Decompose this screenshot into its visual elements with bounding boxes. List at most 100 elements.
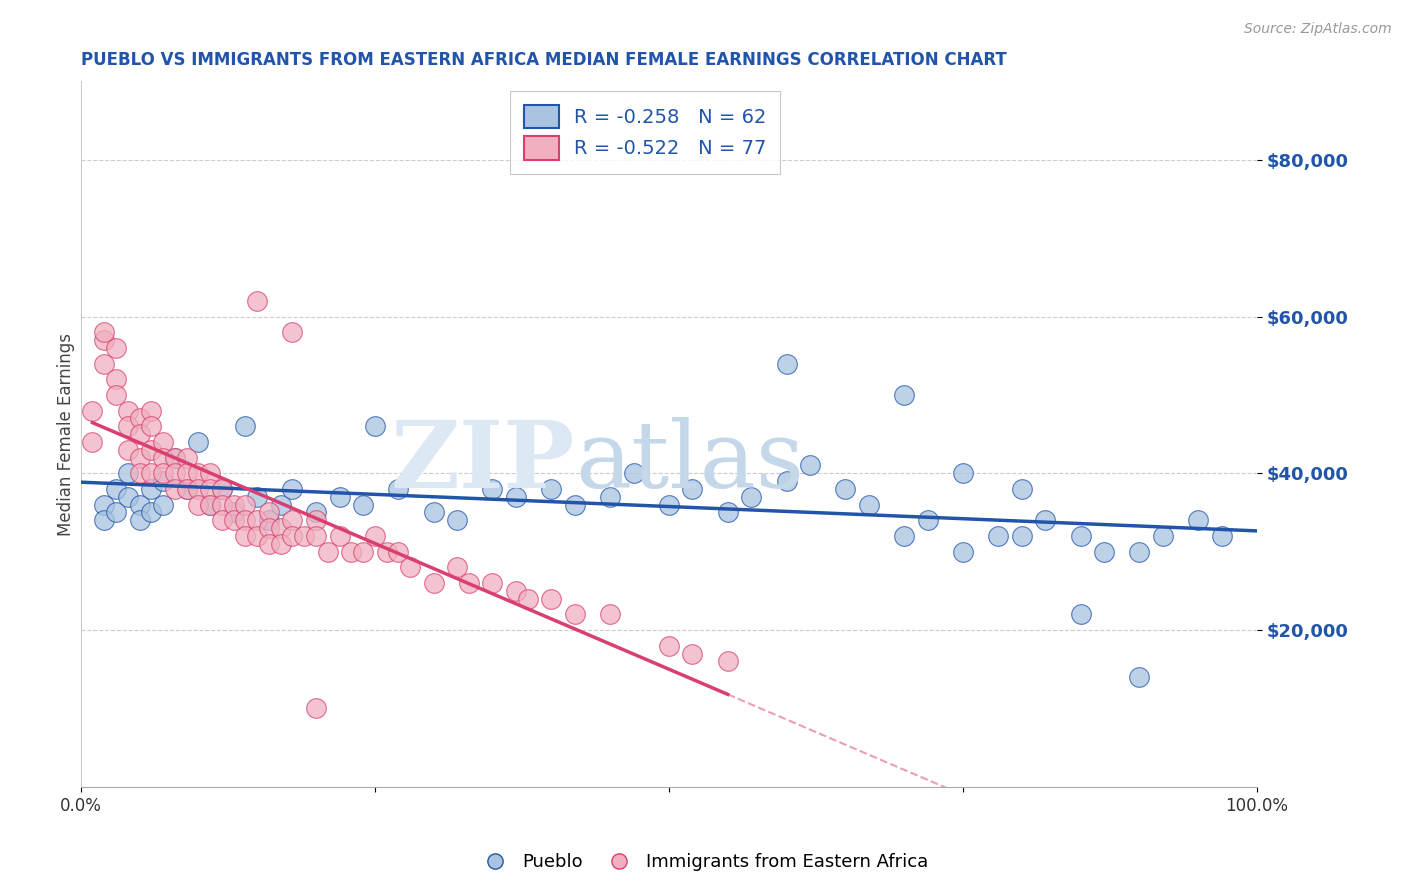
Point xyxy=(481,576,503,591)
Point xyxy=(481,482,503,496)
Point xyxy=(1211,529,1233,543)
Point xyxy=(246,490,269,504)
Point xyxy=(198,498,221,512)
Point xyxy=(422,506,444,520)
Point xyxy=(281,513,304,527)
Point xyxy=(257,506,280,520)
Point xyxy=(328,490,350,504)
Text: atlas: atlas xyxy=(575,417,804,508)
Point xyxy=(198,482,221,496)
Point xyxy=(352,498,374,512)
Point xyxy=(1033,513,1056,527)
Point xyxy=(82,403,104,417)
Point xyxy=(128,450,150,465)
Point xyxy=(198,498,221,512)
Point xyxy=(141,419,163,434)
Point xyxy=(292,529,315,543)
Point xyxy=(141,442,163,457)
Point xyxy=(446,560,468,574)
Point xyxy=(446,513,468,527)
Point xyxy=(93,498,115,512)
Point xyxy=(564,498,586,512)
Point xyxy=(93,325,115,339)
Point xyxy=(1128,670,1150,684)
Point xyxy=(128,427,150,442)
Point xyxy=(198,467,221,481)
Text: ZIP: ZIP xyxy=(391,417,575,508)
Point xyxy=(952,544,974,558)
Point xyxy=(163,450,186,465)
Point xyxy=(246,293,269,308)
Point xyxy=(375,544,398,558)
Point xyxy=(152,498,174,512)
Point xyxy=(211,482,233,496)
Point xyxy=(93,357,115,371)
Point xyxy=(305,506,328,520)
Point xyxy=(775,357,797,371)
Point xyxy=(540,591,562,606)
Point xyxy=(740,490,762,504)
Point xyxy=(599,607,621,622)
Point xyxy=(387,544,409,558)
Point xyxy=(93,333,115,347)
Point xyxy=(235,513,257,527)
Point xyxy=(141,506,163,520)
Point xyxy=(211,513,233,527)
Point xyxy=(516,591,538,606)
Point xyxy=(105,372,128,386)
Point xyxy=(305,513,328,527)
Point xyxy=(717,506,740,520)
Point xyxy=(364,529,387,543)
Point xyxy=(176,450,198,465)
Point xyxy=(717,654,740,668)
Point xyxy=(399,560,422,574)
Legend: R = -0.258   N = 62, R = -0.522   N = 77: R = -0.258 N = 62, R = -0.522 N = 77 xyxy=(510,91,780,174)
Point xyxy=(305,701,328,715)
Point xyxy=(681,647,703,661)
Point xyxy=(163,450,186,465)
Point xyxy=(1070,529,1092,543)
Point xyxy=(211,498,233,512)
Point xyxy=(1011,482,1033,496)
Point xyxy=(152,450,174,465)
Point xyxy=(1011,529,1033,543)
Point xyxy=(775,474,797,488)
Point xyxy=(1092,544,1115,558)
Text: PUEBLO VS IMMIGRANTS FROM EASTERN AFRICA MEDIAN FEMALE EARNINGS CORRELATION CHAR: PUEBLO VS IMMIGRANTS FROM EASTERN AFRICA… xyxy=(80,51,1007,69)
Point xyxy=(952,467,974,481)
Point xyxy=(176,482,198,496)
Point xyxy=(834,482,856,496)
Point xyxy=(235,498,257,512)
Legend: Pueblo, Immigrants from Eastern Africa: Pueblo, Immigrants from Eastern Africa xyxy=(470,847,936,879)
Point xyxy=(128,513,150,527)
Point xyxy=(128,498,150,512)
Point xyxy=(117,442,139,457)
Point xyxy=(117,467,139,481)
Point xyxy=(222,498,245,512)
Point xyxy=(623,467,645,481)
Point xyxy=(270,521,292,535)
Point xyxy=(222,506,245,520)
Point xyxy=(564,607,586,622)
Point xyxy=(117,490,139,504)
Point xyxy=(505,583,527,598)
Point xyxy=(235,529,257,543)
Point xyxy=(658,639,681,653)
Point xyxy=(222,513,245,527)
Point xyxy=(352,544,374,558)
Point xyxy=(340,544,363,558)
Point xyxy=(422,576,444,591)
Point xyxy=(105,506,128,520)
Point xyxy=(105,388,128,402)
Point xyxy=(152,467,174,481)
Point xyxy=(176,482,198,496)
Point xyxy=(458,576,481,591)
Point xyxy=(328,529,350,543)
Point xyxy=(128,411,150,425)
Point xyxy=(141,467,163,481)
Point xyxy=(187,467,209,481)
Point xyxy=(235,419,257,434)
Point xyxy=(187,482,209,496)
Point xyxy=(364,419,387,434)
Point xyxy=(82,434,104,449)
